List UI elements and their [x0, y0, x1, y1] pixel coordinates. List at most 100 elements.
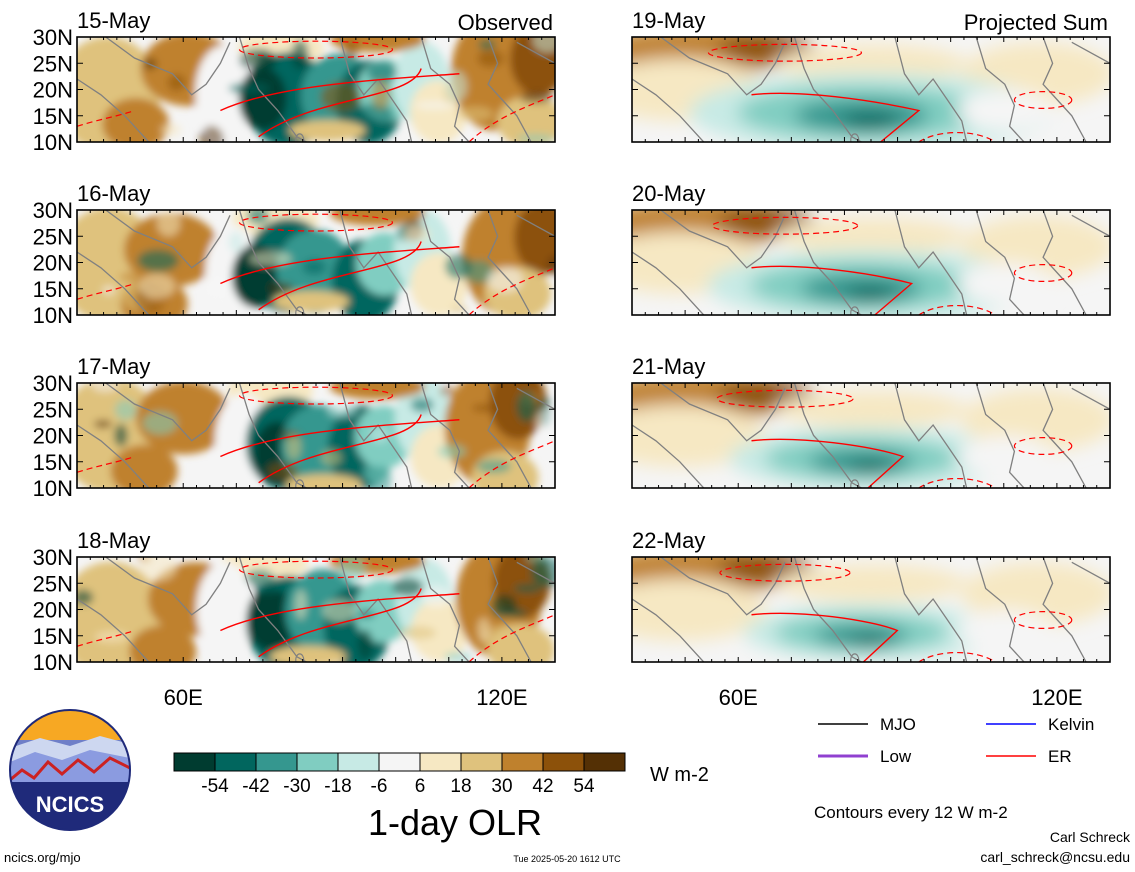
panel-date: 21-May — [632, 354, 705, 379]
olr-anomaly — [414, 100, 455, 110]
lat-tick-label: 15N — [33, 624, 73, 649]
olr-anomaly — [160, 123, 182, 137]
panel-label: Observed — [458, 10, 553, 35]
olr-anomaly — [102, 98, 170, 142]
olr-anomaly — [850, 635, 892, 647]
olr-anomaly — [410, 397, 434, 413]
lat-tick-label: 20N — [33, 78, 73, 103]
er-contour — [258, 241, 422, 311]
coastline — [975, 37, 1025, 142]
panel-20-May: 20-May — [631, 181, 1111, 316]
er-contour-negative — [918, 131, 996, 142]
coastline — [420, 383, 470, 488]
olr-anomaly — [471, 403, 498, 413]
olr-anomaly — [445, 70, 468, 103]
olr-anomaly — [302, 259, 327, 275]
coastline — [487, 557, 532, 662]
coastline — [894, 383, 968, 488]
legend-label-er: ER — [1048, 747, 1072, 766]
site-link[interactable]: ncics.org/mjo — [4, 850, 81, 865]
lat-tick-label: 15N — [33, 450, 73, 475]
olr-anomaly — [957, 262, 1053, 305]
colorbar-swatch — [501, 752, 544, 772]
olr-anomaly — [329, 383, 426, 400]
olr-anomaly — [289, 120, 366, 142]
coastline — [516, 561, 555, 584]
olr-anomaly — [440, 384, 454, 397]
er-contour-negative — [468, 94, 555, 142]
lat-tick-label: 15N — [33, 104, 73, 129]
olr-field — [632, 210, 1110, 315]
contour-note: Contours every 12 W m-2 — [814, 803, 1008, 822]
olr-field — [632, 557, 1110, 662]
lon-tick-label: 120E — [476, 685, 527, 710]
coastline — [1071, 41, 1110, 64]
olr-anomaly — [156, 210, 181, 237]
coastline — [487, 37, 532, 142]
coastline — [105, 383, 231, 442]
logo-text: NCICS — [36, 792, 104, 817]
olr-anomaly — [367, 61, 398, 84]
lat-tick-label: 30N — [33, 545, 73, 570]
olr-anomaly — [520, 91, 554, 104]
coastline — [295, 479, 305, 488]
olr-anomaly — [204, 278, 231, 297]
olr-anomaly — [195, 45, 253, 140]
colorbar: -54 -42 -30 -18 -6 6 18 30 42 54 — [173, 752, 626, 797]
er-contour-negative — [77, 282, 135, 300]
olr-anomaly — [477, 617, 491, 642]
olr-anomaly — [238, 67, 287, 131]
olr-anomaly — [516, 134, 555, 142]
lat-tick-label: 25N — [33, 224, 73, 249]
panel-date: 18-May — [77, 528, 150, 553]
coastline — [850, 306, 860, 315]
coastline — [1071, 387, 1110, 410]
er-contour — [751, 265, 914, 315]
er-contour-negative — [238, 386, 394, 405]
olr-anomaly — [392, 577, 424, 597]
panel-label: Projected Sum — [964, 10, 1108, 35]
coastline — [339, 210, 413, 315]
colorbar-tick-label: 30 — [491, 776, 512, 797]
er-contour — [258, 588, 422, 658]
olr-anomaly — [486, 266, 524, 293]
colorbar-swatch — [255, 752, 298, 772]
olr-anomaly — [137, 249, 179, 272]
coastline — [632, 424, 705, 488]
author-email[interactable]: carl_schreck@ncsu.edu — [980, 849, 1130, 865]
olr-anomaly — [110, 444, 178, 488]
er-contour-negative — [468, 614, 555, 662]
olr-anomaly — [532, 37, 555, 53]
er-contour-negative — [918, 651, 996, 662]
coastline — [975, 210, 1025, 315]
coastline — [238, 37, 307, 142]
olr-anomaly — [91, 383, 120, 393]
lat-tick-label: 10N — [33, 650, 73, 675]
panel-date: 16-May — [77, 181, 150, 206]
er-contour — [751, 612, 899, 662]
olr-anomaly — [294, 589, 307, 620]
colorbar-tick-label: 42 — [532, 776, 553, 797]
er-contour — [220, 593, 460, 632]
coastline — [295, 306, 305, 315]
er-contour-negative — [1013, 610, 1073, 629]
olr-anomaly — [138, 273, 176, 299]
colorbar-tick-label: -6 — [371, 776, 388, 797]
panel-22-May: 22-May — [631, 528, 1111, 663]
olr-anomaly — [775, 44, 967, 83]
olr-anomaly — [291, 39, 309, 70]
colorbar-tick-label: 54 — [573, 776, 595, 797]
colorbar-tick-label: -54 — [201, 776, 229, 797]
olr-anomaly — [362, 460, 390, 484]
olr-anomaly — [228, 82, 271, 95]
coastline — [975, 383, 1025, 488]
olr-anomaly — [961, 562, 1110, 626]
olr-anomaly — [342, 39, 360, 59]
olr-anomaly — [957, 89, 1053, 132]
olr-anomaly — [961, 388, 1110, 452]
olr-anomaly — [513, 584, 542, 593]
coastline — [793, 383, 862, 488]
colorbar-swatch — [542, 752, 585, 772]
olr-anomaly — [471, 451, 539, 488]
